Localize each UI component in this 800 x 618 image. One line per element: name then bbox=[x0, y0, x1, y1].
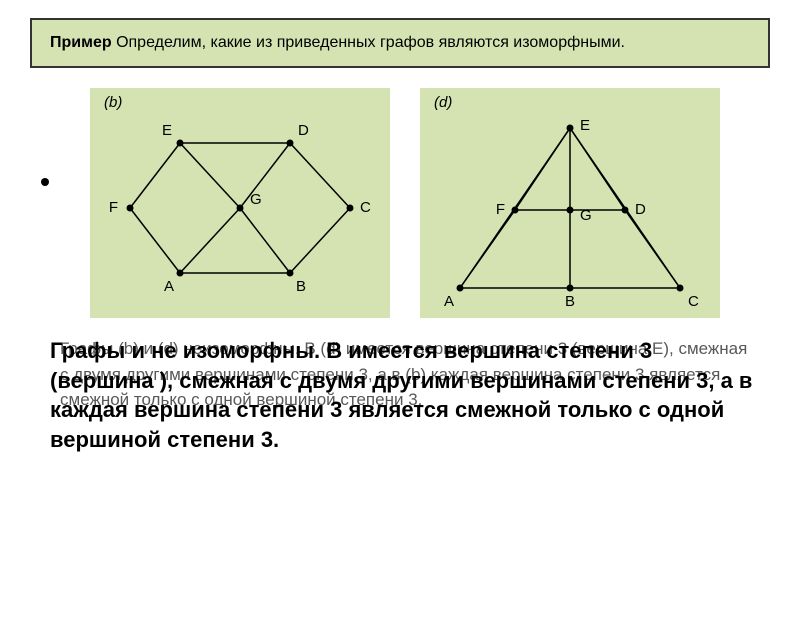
svg-text:F: F bbox=[496, 201, 505, 218]
svg-text:A: A bbox=[164, 278, 174, 295]
svg-text:D: D bbox=[635, 201, 646, 218]
example-header: Пример Определим, какие из приведенных г… bbox=[30, 18, 770, 68]
header-rest: Определим, какие из приведенных графов я… bbox=[116, 34, 625, 51]
explanation-front: Графы и не изоморфны. В имеется вершина … bbox=[50, 336, 760, 455]
svg-text:C: C bbox=[688, 293, 699, 310]
svg-text:B: B bbox=[565, 293, 575, 310]
graph-panel-b: (b) E D F G C A B bbox=[90, 88, 390, 318]
bullet-col bbox=[30, 88, 60, 186]
header-bold: Пример bbox=[50, 34, 116, 51]
svg-text:A: A bbox=[444, 293, 454, 310]
svg-text:G: G bbox=[250, 191, 262, 208]
graphs-row: (b) E D F G C A B (d) E F G D A B C bbox=[30, 88, 770, 318]
svg-text:B: B bbox=[296, 278, 306, 295]
explanation-block: Графы (b) и (d) неизоморфны. В (d) имеет… bbox=[60, 336, 760, 413]
svg-text:F: F bbox=[109, 199, 118, 216]
svg-text:D: D bbox=[298, 122, 309, 139]
graphs-col: (b) E D F G C A B (d) E F G D A B C bbox=[90, 88, 720, 318]
graph-d-label: (d) bbox=[434, 94, 452, 111]
graph-panel-d: (d) E F G D A B C bbox=[420, 88, 720, 318]
svg-text:C: C bbox=[360, 199, 371, 216]
header-text: Пример Определим, какие из приведенных г… bbox=[50, 34, 625, 51]
svg-text:E: E bbox=[162, 122, 172, 139]
svg-text:E: E bbox=[580, 117, 590, 134]
graph-b-label: (b) bbox=[104, 94, 122, 111]
graph-d-svg: E F G D A B C bbox=[420, 88, 720, 318]
svg-text:G: G bbox=[580, 207, 592, 224]
graph-b-svg: E D F G C A B bbox=[90, 88, 390, 318]
bullet-icon bbox=[41, 178, 49, 186]
